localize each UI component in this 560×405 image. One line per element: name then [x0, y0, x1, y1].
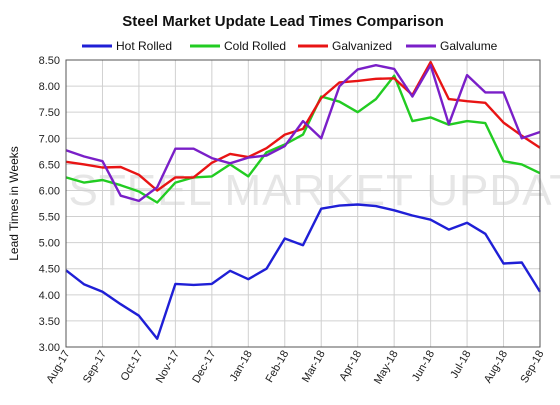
legend: Hot Rolled Cold Rolled Galvanized Galvalume	[82, 39, 498, 53]
x-tick-label: May-18	[372, 349, 401, 387]
x-tick-label: Jan-18	[228, 349, 255, 384]
x-tick-label: Feb-18	[264, 349, 292, 385]
x-tick-label: Sep-18	[518, 349, 546, 386]
y-tick-label: 4.00	[39, 290, 60, 302]
x-tick-label: Jul-18	[448, 349, 473, 381]
series-line-galvanized	[65, 60, 541, 192]
y-tick-label: 5.50	[39, 212, 60, 224]
legend-label: Galvalume	[440, 39, 498, 53]
series-lines	[65, 60, 542, 340]
y-tick-label: 7.50	[39, 107, 60, 119]
gridlines	[65, 59, 541, 348]
legend-label: Cold Rolled	[224, 39, 286, 53]
x-tick-label: Oct-17	[119, 349, 146, 384]
x-tick-label: Mar-18	[300, 349, 328, 385]
y-tick-label: 3.00	[39, 342, 60, 354]
x-tick-label: Jun-18	[410, 349, 437, 384]
x-tick-label: Aug-18	[482, 349, 510, 386]
x-tick-label: Dec-17	[190, 349, 218, 386]
y-tick-label: 6.50	[39, 159, 60, 171]
y-tick-label: 5.00	[39, 238, 60, 250]
legend-label: Galvanized	[332, 39, 392, 53]
y-tick-label: 8.00	[39, 81, 60, 93]
x-tick-label: Aug-17	[44, 349, 72, 386]
y-tick-label: 4.50	[39, 264, 60, 276]
chart-title: Steel Market Update Lead Times Compariso…	[122, 13, 443, 30]
x-tick-labels: Aug-17 Sep-17 Oct-17 Nov-17 Dec-17 Jan-18 Feb-…	[44, 349, 546, 387]
y-tick-label: 6.00	[39, 185, 60, 197]
x-tick-label: Apr-18	[337, 349, 364, 384]
y-axis-title: Lead Times in Weeks	[7, 146, 21, 261]
legend-label: Hot Rolled	[116, 39, 172, 53]
y-tick-label: 3.50	[39, 316, 60, 328]
series-line-hot-rolled	[65, 203, 542, 340]
x-tick-label: Sep-17	[81, 349, 109, 386]
y-tick-label: 7.00	[39, 133, 60, 145]
y-tick-labels: 3.00 3.50 4.00 4.50 5.00 5.50 6.00 6.50 7.00 7.50…	[39, 55, 60, 354]
series-line-galvalume	[65, 63, 541, 203]
x-tick-label: Nov-17	[154, 349, 182, 386]
y-tick-label: 8.50	[39, 55, 60, 67]
plot-frame	[65, 59, 541, 348]
